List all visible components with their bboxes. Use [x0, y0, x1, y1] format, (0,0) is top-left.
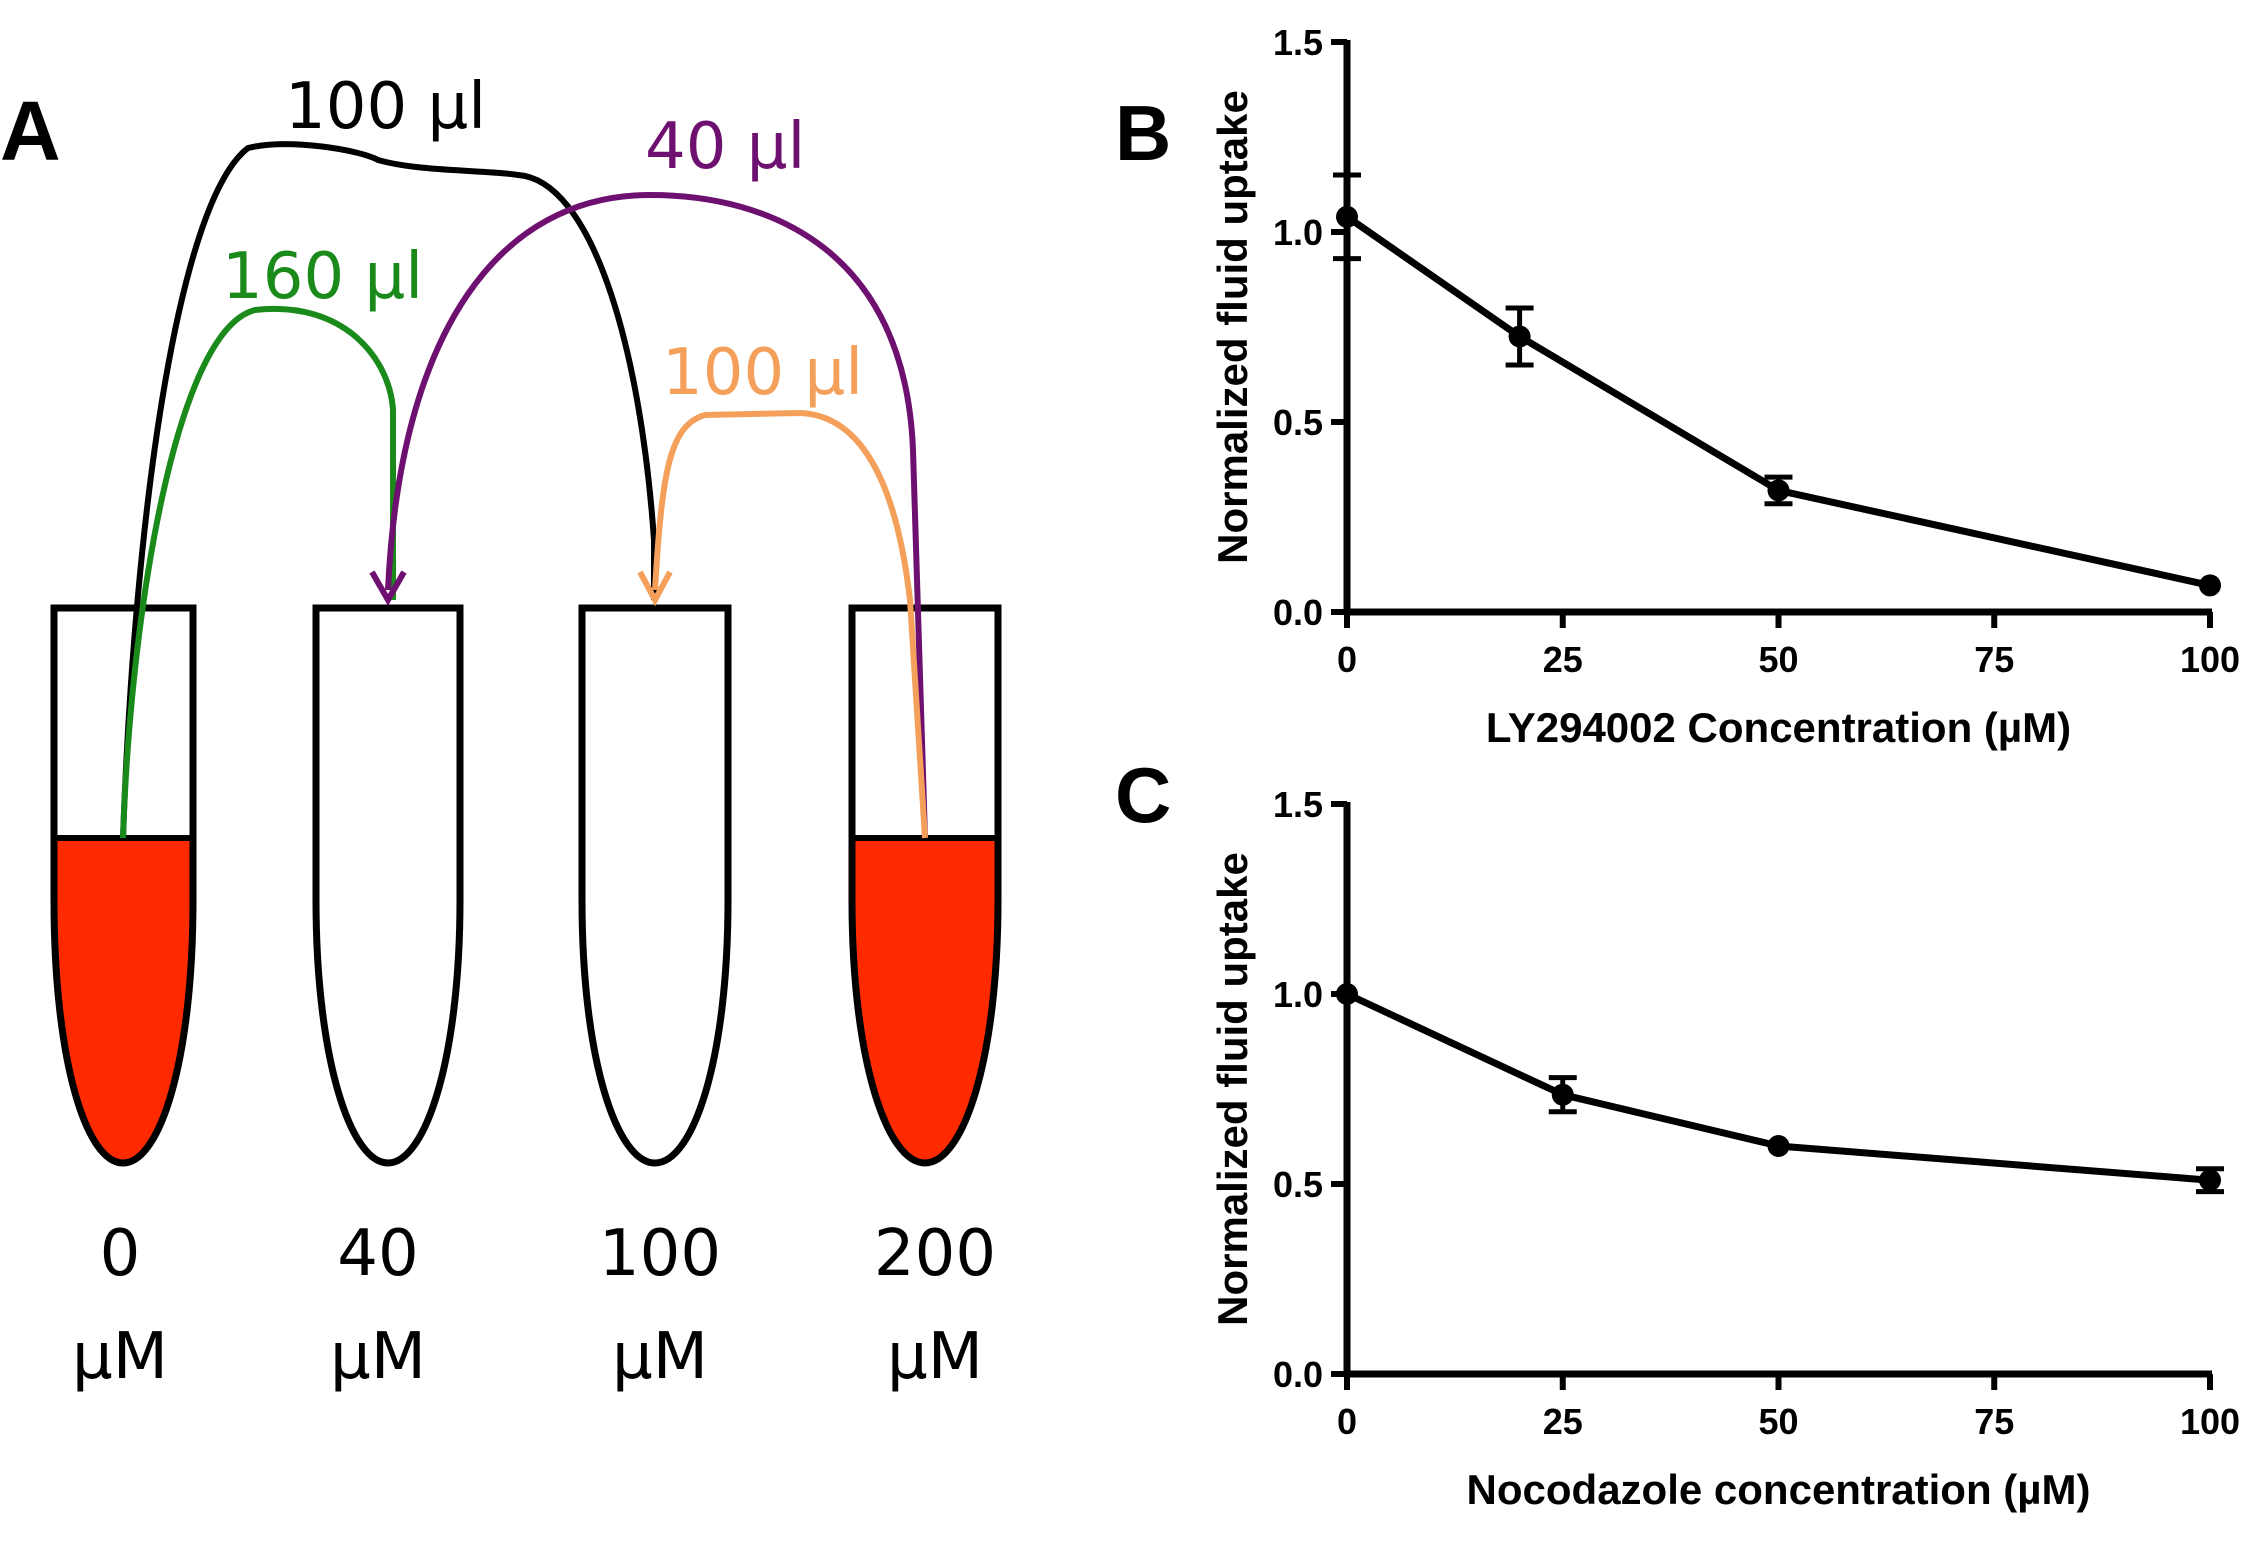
- chart-c-ylabel: Normalized fluid uptake: [1209, 852, 1256, 1326]
- chart-c-ytick-label: 0.0: [1273, 1354, 1323, 1395]
- chart-c-ytick-label: 1.5: [1273, 784, 1323, 825]
- tube-2-outline: [578, 604, 732, 1167]
- chart-b-xlabel: LY294002 Concentration (µM): [1486, 704, 2071, 751]
- chart-b-xtick-label: 0: [1337, 639, 1357, 680]
- chart-b-ytick-label: 0.5: [1273, 402, 1323, 443]
- chart-b-data-point: [1508, 325, 1531, 348]
- panel-b-letter: B: [1115, 89, 1171, 177]
- transfer-orange-label: 100 µl: [662, 336, 863, 410]
- chart-b-data-point: [1767, 479, 1790, 502]
- tube-2-conc-label: 100: [599, 1217, 721, 1291]
- chart-b-data-point: [1336, 205, 1358, 228]
- chart-b-ytick-label: 1.0: [1273, 212, 1323, 253]
- chart-c-ytick-label: 0.5: [1273, 1164, 1323, 1205]
- chart-c-xtick-label: 75: [1974, 1401, 2014, 1442]
- panel-c-letter: C: [1115, 751, 1171, 839]
- tube-0-fill: [54, 838, 193, 1163]
- chart-b-xtick-label: 25: [1543, 639, 1583, 680]
- tube-1-conc-label: 40: [337, 1217, 418, 1291]
- tube-1: [312, 604, 464, 1167]
- transfer-orange-curve: [652, 409, 928, 839]
- chart-c-data-point: [1551, 1083, 1574, 1106]
- tube-1-unit-label: µM: [330, 1320, 426, 1394]
- transfer-orange-arrowhead: [637, 570, 673, 607]
- chart-c-xtick-label: 100: [2180, 1401, 2240, 1442]
- tube-3-unit-label: µM: [887, 1320, 983, 1394]
- transfer-black-label: 100 µl: [285, 70, 486, 144]
- transfer-purple-label: 40 µl: [645, 110, 805, 184]
- transfer-green-curve: [120, 305, 396, 839]
- chart-b-ytick-label: 0.0: [1273, 592, 1323, 633]
- tube-0: [50, 604, 197, 1167]
- chart-c-xtick-label: 0: [1337, 1401, 1357, 1442]
- tube-3: [848, 604, 1002, 1167]
- panel-a: A 100 µl 160 µl 40 µl 100 µl 0: [0, 70, 1002, 1394]
- chart-c-xlabel: Nocodazole concentration (µM): [1467, 1466, 2091, 1513]
- chart-c-data-point: [2199, 1169, 2221, 1192]
- tube-3-outline: [848, 604, 1002, 1167]
- chart-b-xtick-label: 100: [2180, 639, 2240, 680]
- transfer-black-curve: [120, 141, 657, 839]
- tube-0-conc-label: 0: [100, 1217, 141, 1291]
- chart-c-data-point: [1336, 983, 1358, 1005]
- chart-b-xtick-label: 75: [1974, 639, 2014, 680]
- chart-b-xtick-label: 50: [1758, 639, 1798, 680]
- chart-c-data-point: [1767, 1135, 1790, 1157]
- tube-3-fill: [852, 838, 998, 1163]
- transfer-purple-arrowhead: [369, 570, 407, 607]
- chart-b: 0.0 0.5 1.0 1.5 0 25 50 75 100 LY294002 Concentra…: [1209, 22, 2240, 751]
- chart-b-ytick-label: 1.5: [1273, 22, 1323, 63]
- transfer-green-label: 160 µl: [222, 240, 423, 314]
- chart-b-ylabel: Normalized fluid uptake: [1209, 90, 1256, 564]
- tube-1-outline: [312, 604, 464, 1167]
- panel-a-letter: A: [0, 84, 61, 178]
- chart-c: 0.0 0.5 1.0 1.5 0 25 50 75 100 Nocodazole concent…: [1209, 784, 2240, 1513]
- tube-0-unit-label: µM: [72, 1320, 168, 1394]
- chart-c-ytick-label: 1.0: [1273, 974, 1323, 1015]
- chart-b-series-line: [1345, 213, 2211, 589]
- tube-2: [578, 604, 732, 1167]
- chart-c-xtick-label: 25: [1543, 1401, 1583, 1442]
- transfer-purple-curve: [385, 191, 928, 839]
- tube-3-conc-label: 200: [874, 1217, 996, 1291]
- chart-b-data-point: [2199, 574, 2221, 597]
- chart-c-series-line: [1345, 990, 2211, 1184]
- tube-2-unit-label: µM: [612, 1320, 708, 1394]
- tube-0-outline: [50, 604, 197, 1167]
- panel-c: C 0.0 0.5 1.0 1.5 0 25 50 75 100 Nocodazole conce…: [1115, 751, 2240, 1513]
- chart-c-xtick-label: 50: [1758, 1401, 1798, 1442]
- panel-b: B 0.0 0.5 1.0 1.5 0 25 50 75 100 LY294002 Concent…: [1115, 22, 2240, 751]
